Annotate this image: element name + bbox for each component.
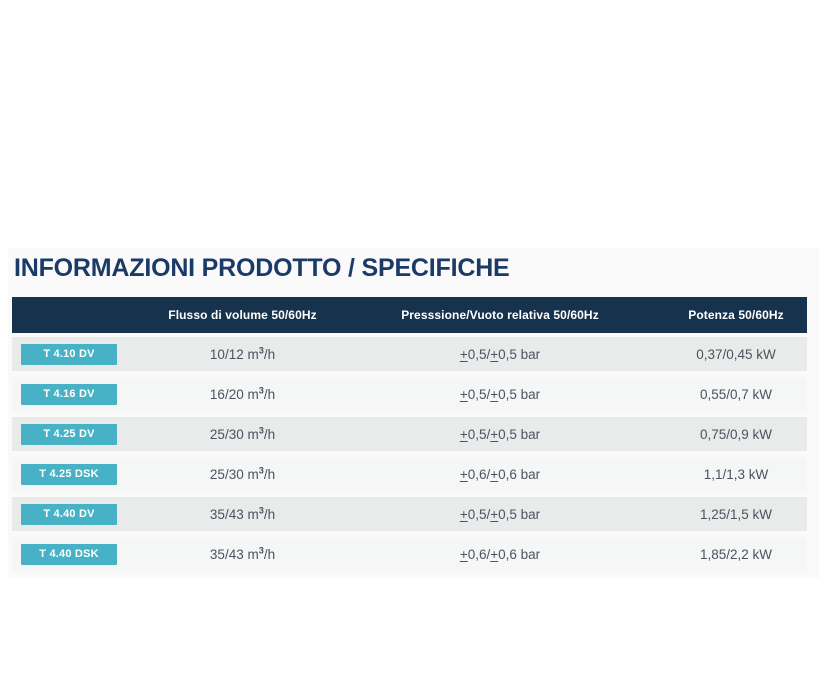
- model-badge[interactable]: T 4.40 DV: [21, 503, 117, 525]
- power-cell: 0,37/0,45 kW: [696, 346, 776, 362]
- column-header-flow: Flusso di volume 50/60Hz: [168, 308, 317, 322]
- model-cell: T 4.25 DSK: [12, 463, 150, 485]
- table-header-row: Flusso di volume 50/60Hz Presssione/Vuot…: [12, 297, 807, 333]
- table-row: T 4.16 DV 16/20 m3/h +0,5/+0,5 bar 0,55/…: [12, 377, 807, 411]
- pressure-cell: +0,6/+0,6 bar: [459, 466, 541, 482]
- pressure-cell: +0,6/+0,6 bar: [459, 546, 541, 562]
- model-cell: T 4.40 DV: [12, 503, 150, 525]
- column-header-pressure: Presssione/Vuoto relativa 50/60Hz: [401, 308, 599, 322]
- model-cell: T 4.40 DSK: [12, 543, 150, 565]
- model-cell: T 4.10 DV: [12, 343, 150, 365]
- power-cell: 0,75/0,9 kW: [699, 426, 773, 442]
- pressure-cell: +0,5/+0,5 bar: [459, 346, 541, 362]
- spec-table: Flusso di volume 50/60Hz Presssione/Vuot…: [12, 297, 807, 577]
- model-cell: T 4.25 DV: [12, 423, 150, 445]
- power-cell: 1,1/1,3 kW: [703, 466, 769, 482]
- power-cell: 1,85/2,2 kW: [699, 546, 773, 562]
- flow-cell: 35/43 m3/h: [209, 545, 276, 562]
- flow-cell: 16/20 m3/h: [209, 385, 276, 402]
- power-cell: 1,25/1,5 kW: [699, 506, 773, 522]
- flow-cell: 35/43 m3/h: [209, 505, 276, 522]
- model-badge[interactable]: T 4.25 DV: [21, 423, 117, 445]
- power-cell: 0,55/0,7 kW: [699, 386, 773, 402]
- flow-cell: 25/30 m3/h: [209, 425, 276, 442]
- table-row: T 4.25 DSK 25/30 m3/h +0,6/+0,6 bar 1,1/…: [12, 457, 807, 491]
- section-title: INFORMAZIONI PRODOTTO / SPECIFICHE: [14, 254, 510, 282]
- model-badge[interactable]: T 4.10 DV: [21, 343, 117, 365]
- table-row: T 4.25 DV 25/30 m3/h +0,5/+0,5 bar 0,75/…: [12, 417, 807, 451]
- model-badge[interactable]: T 4.16 DV: [21, 383, 117, 405]
- table-row: T 4.40 DV 35/43 m3/h +0,5/+0,5 bar 1,25/…: [12, 497, 807, 531]
- flow-cell: 10/12 m3/h: [209, 345, 276, 362]
- table-row: T 4.10 DV 10/12 m3/h +0,5/+0,5 bar 0,37/…: [12, 337, 807, 371]
- column-header-power: Potenza 50/60Hz: [688, 308, 784, 322]
- model-cell: T 4.16 DV: [12, 383, 150, 405]
- product-info-section: INFORMAZIONI PRODOTTO / SPECIFICHE Fluss…: [8, 248, 819, 578]
- model-badge[interactable]: T 4.40 DSK: [21, 543, 117, 565]
- pressure-cell: +0,5/+0,5 bar: [459, 506, 541, 522]
- flow-cell: 25/30 m3/h: [209, 465, 276, 482]
- pressure-cell: +0,5/+0,5 bar: [459, 426, 541, 442]
- model-badge[interactable]: T 4.25 DSK: [21, 463, 117, 485]
- table-row: T 4.40 DSK 35/43 m3/h +0,6/+0,6 bar 1,85…: [12, 537, 807, 571]
- pressure-cell: +0,5/+0,5 bar: [459, 386, 541, 402]
